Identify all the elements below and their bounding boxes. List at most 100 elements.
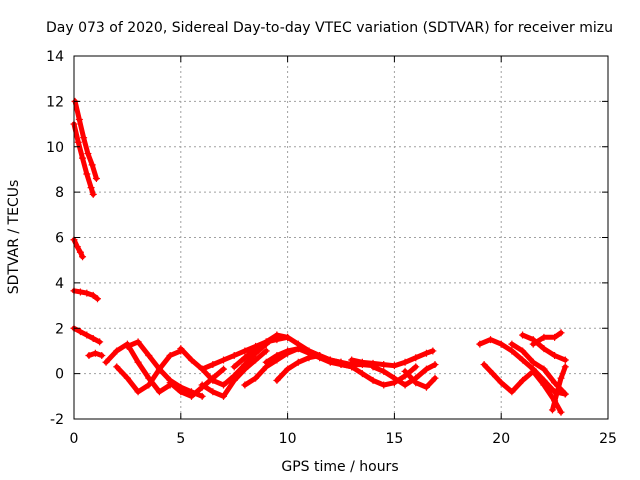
data-point — [508, 340, 516, 348]
y-tick-label: -2 — [50, 412, 64, 428]
data-point — [401, 381, 409, 389]
data-point — [358, 370, 366, 378]
series-trace — [167, 366, 226, 399]
data-point — [337, 361, 345, 369]
data-point — [123, 342, 131, 350]
data-point — [519, 376, 527, 384]
data-point — [348, 363, 356, 371]
data-point — [497, 340, 505, 348]
data-point — [113, 347, 121, 355]
data-point — [230, 376, 238, 384]
data-point — [262, 358, 270, 366]
x-tick-labels: 0 5 10 15 20 25 — [70, 431, 617, 447]
data-point — [74, 138, 82, 146]
data-point — [529, 367, 537, 375]
data-point — [241, 365, 249, 373]
data-point — [380, 367, 388, 375]
data-point — [412, 354, 420, 362]
series-arc-21 — [401, 367, 439, 391]
data-point — [198, 392, 206, 400]
data-point — [89, 190, 97, 198]
data-point — [540, 345, 548, 353]
data-point — [230, 363, 238, 371]
data-point — [480, 361, 488, 369]
data-point — [557, 374, 565, 382]
data-point — [241, 381, 249, 389]
chart-title: Day 073 of 2020, Sidereal Day-to-day VTE… — [46, 20, 613, 36]
data-point — [489, 370, 497, 378]
data-point — [487, 336, 495, 344]
data-point — [294, 345, 302, 353]
data-point — [80, 134, 88, 142]
data-point — [557, 408, 565, 416]
data-point — [76, 248, 84, 256]
x-tick-label: 5 — [176, 431, 185, 447]
data-point — [476, 340, 484, 348]
data-point — [273, 331, 281, 339]
data-point — [305, 347, 313, 355]
data-point — [305, 354, 313, 362]
series-arc-23 — [480, 361, 565, 416]
data-point — [209, 388, 217, 396]
data-point — [134, 388, 142, 396]
data-point — [220, 365, 228, 373]
data-point — [220, 381, 228, 389]
series-arc-17 — [273, 351, 334, 384]
series-trace — [338, 362, 419, 388]
data-point — [262, 347, 270, 355]
data-point — [422, 349, 430, 357]
series-trace — [402, 368, 438, 390]
data-point — [561, 356, 569, 364]
data-point — [113, 363, 121, 371]
data-point — [83, 289, 91, 297]
data-point — [390, 362, 398, 370]
data-point — [83, 170, 91, 178]
y-tick-label: 10 — [46, 140, 64, 156]
data-point — [79, 253, 87, 261]
grid — [74, 56, 608, 419]
data-point — [155, 365, 163, 373]
data-point — [145, 381, 153, 389]
data-point — [540, 365, 548, 373]
data-point — [220, 356, 228, 364]
data-point — [390, 374, 398, 382]
data-point — [431, 361, 439, 369]
y-tick-labels: -2 0 2 4 6 8 10 12 14 — [46, 49, 64, 428]
series-arc-18 — [337, 361, 420, 389]
data-point — [551, 351, 559, 359]
data-point — [294, 358, 302, 366]
series-arc-19 — [348, 347, 437, 370]
data-point — [284, 333, 292, 341]
data-point — [230, 351, 238, 359]
data-point — [412, 379, 420, 387]
y-tick-label: 2 — [55, 321, 64, 337]
data-point — [241, 354, 249, 362]
data-point — [89, 291, 97, 299]
data-layer — [70, 97, 569, 416]
data-point — [529, 358, 537, 366]
data-point — [519, 331, 527, 339]
data-point — [540, 333, 548, 341]
series-arc-24 — [508, 340, 569, 398]
series-trace — [72, 98, 99, 181]
data-point — [369, 376, 377, 384]
data-point — [561, 390, 569, 398]
data-point — [93, 295, 101, 303]
data-point — [561, 363, 569, 371]
data-point — [380, 381, 388, 389]
data-point — [551, 333, 559, 341]
data-point — [134, 358, 142, 366]
series-arc-12 — [198, 347, 270, 400]
data-point — [166, 379, 174, 387]
data-point — [177, 345, 185, 353]
data-point — [123, 374, 131, 382]
data-point — [209, 361, 217, 369]
data-point — [519, 356, 527, 364]
data-point — [83, 331, 91, 339]
data-point — [84, 150, 92, 158]
data-point — [88, 161, 96, 169]
y-tick-label: 12 — [46, 94, 64, 110]
series-trace — [530, 330, 564, 347]
data-point — [92, 175, 100, 183]
